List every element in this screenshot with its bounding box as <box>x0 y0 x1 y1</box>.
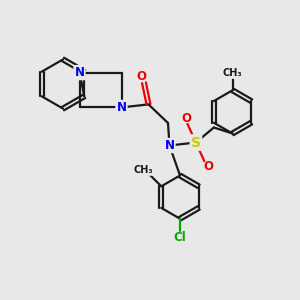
Text: CH₃: CH₃ <box>134 165 153 175</box>
Text: O: O <box>203 160 213 173</box>
Text: Cl: Cl <box>174 231 186 244</box>
Text: S: S <box>191 136 201 149</box>
Text: N: N <box>164 139 175 152</box>
Text: N: N <box>74 66 85 79</box>
Text: CH₃: CH₃ <box>223 68 242 78</box>
Text: N: N <box>116 101 127 114</box>
Text: O: O <box>136 70 146 83</box>
Text: O: O <box>181 112 191 125</box>
